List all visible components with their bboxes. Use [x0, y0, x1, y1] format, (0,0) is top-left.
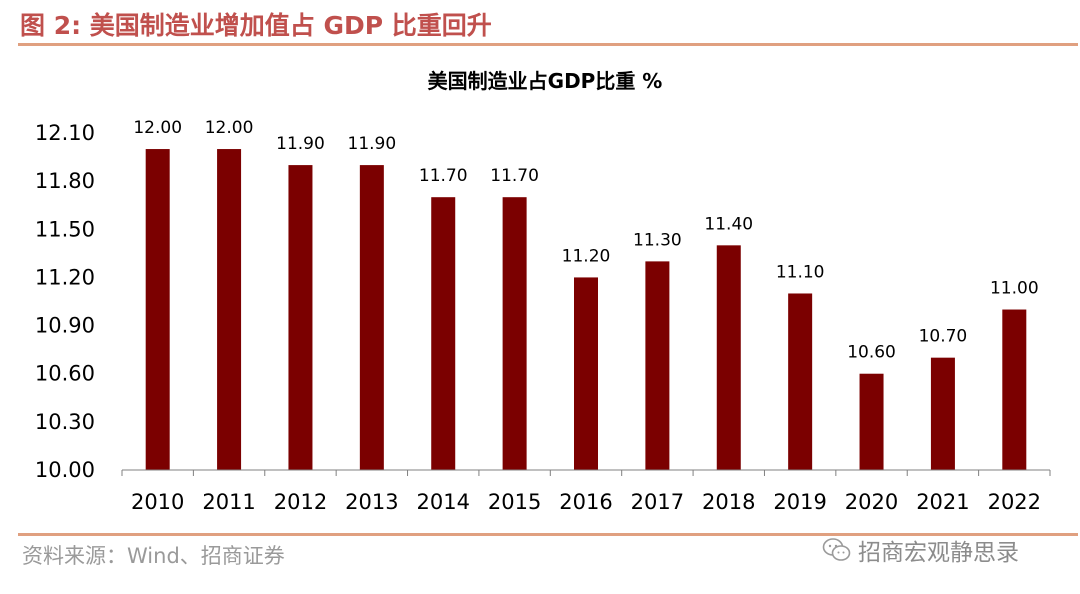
- data-label: 11.10: [776, 262, 825, 282]
- wechat-icon: [822, 538, 851, 561]
- figure-title: 图 2: 美国制造业增加值占 GDP 比重回升: [20, 11, 492, 40]
- chart-title: 美国制造业占GDP比重 %: [428, 69, 663, 93]
- data-label: 11.20: [562, 246, 611, 266]
- y-axis-ticks: 10.00 10.30 10.60 10.90 11.20 11.50 11.80 12.10: [35, 121, 95, 482]
- bar: [502, 197, 527, 470]
- bar: [359, 165, 384, 470]
- x-axis-ticks: 2010 2011 2012 2013 2014 2015 2016 2017 2018 2019…: [131, 490, 1041, 514]
- x-tick-label: 2017: [631, 490, 684, 514]
- y-tick-label: 10.30: [35, 410, 95, 434]
- bar: [217, 149, 242, 471]
- bar: [930, 357, 955, 470]
- bar: [288, 165, 313, 470]
- data-label: 10.60: [847, 343, 896, 363]
- bottom-divider: [18, 533, 1078, 536]
- source-note: 资料来源：Wind、招商证券: [22, 544, 285, 568]
- bar: [431, 197, 456, 470]
- bar: [574, 277, 598, 470]
- bar: [645, 261, 670, 470]
- x-tick-label: 2010: [131, 490, 184, 514]
- data-label: 10.70: [919, 327, 968, 347]
- x-tick-label: 2012: [274, 490, 327, 514]
- x-axis-tick-marks: [121, 470, 1051, 476]
- y-tick-label: 12.10: [35, 121, 95, 145]
- x-tick-label: 2018: [702, 490, 755, 514]
- watermark-text: 招商宏观静思录: [858, 540, 1019, 566]
- data-label: 11.90: [348, 134, 397, 154]
- x-tick-label: 2016: [559, 490, 612, 514]
- bar: [716, 245, 741, 470]
- x-tick-label: 2014: [417, 490, 470, 514]
- y-tick-label: 10.00: [35, 458, 95, 482]
- x-tick-label: 2013: [345, 490, 398, 514]
- bar: [1002, 309, 1027, 470]
- data-label: 11.30: [633, 230, 682, 250]
- y-tick-label: 11.50: [35, 217, 95, 241]
- x-tick-label: 2019: [773, 490, 826, 514]
- data-label: 12.00: [205, 118, 254, 138]
- data-label: 11.40: [704, 214, 753, 234]
- data-labels: 12.00 12.00 11.90 11.90 11.70 11.70 11.20 11.30…: [133, 118, 1038, 363]
- y-tick-label: 10.60: [35, 362, 95, 386]
- x-tick-label: 2022: [988, 490, 1041, 514]
- data-label: 11.70: [490, 166, 539, 186]
- y-tick-label: 11.80: [35, 169, 95, 193]
- x-tick-label: 2020: [845, 490, 898, 514]
- watermark: 招商宏观静思录: [822, 532, 1019, 568]
- x-tick-label: 2015: [488, 490, 541, 514]
- y-tick-label: 11.20: [35, 265, 95, 289]
- x-tick-label: 2021: [916, 490, 969, 514]
- bar: [788, 293, 813, 470]
- data-label: 11.00: [990, 279, 1039, 299]
- bars: [145, 149, 1027, 471]
- y-tick-label: 10.90: [35, 314, 95, 338]
- bar: [145, 149, 170, 471]
- data-label: 11.70: [419, 166, 468, 186]
- x-tick-label: 2011: [202, 490, 255, 514]
- data-label: 12.00: [133, 118, 182, 138]
- data-label: 11.90: [276, 134, 325, 154]
- top-divider: [18, 43, 1078, 46]
- bar: [859, 373, 884, 470]
